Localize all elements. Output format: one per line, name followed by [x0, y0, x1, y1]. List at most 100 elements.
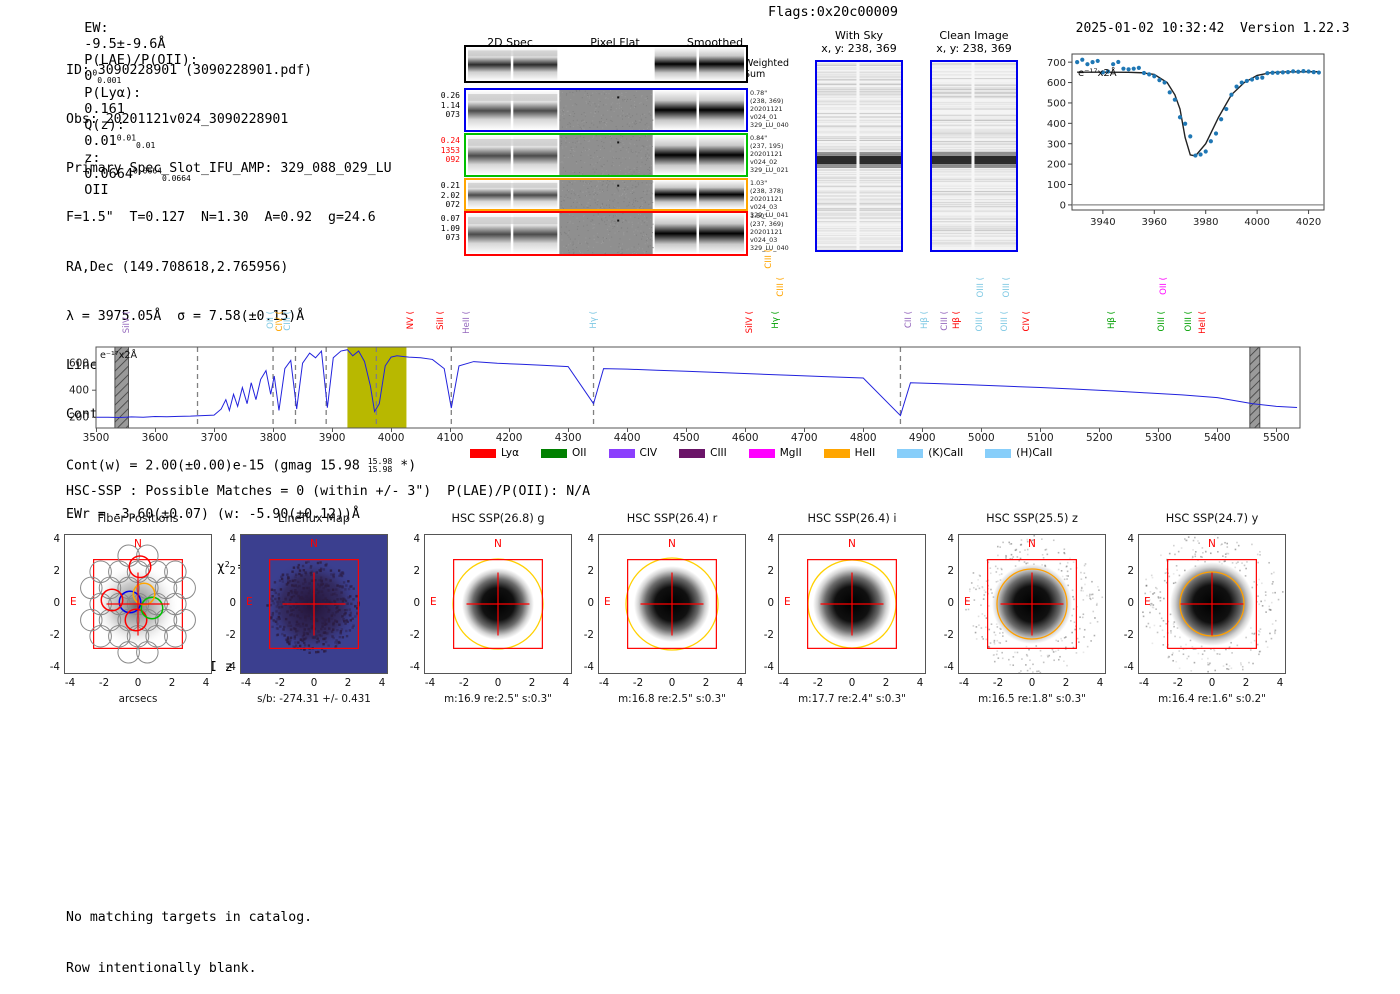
spectrum-xtick: 4700	[782, 432, 826, 444]
legend-swatch	[749, 449, 775, 458]
spec2d-fiber-info-line: 20201121	[750, 195, 810, 203]
cutout-ytick: 0	[1114, 597, 1134, 609]
svg-text:0: 0	[1060, 201, 1066, 212]
sky-cutout-image	[815, 60, 903, 252]
spectrum-line-label: CIV (	[1022, 311, 1032, 332]
cutout-image[interactable]	[424, 534, 572, 674]
cutout-ytick: 0	[934, 597, 954, 609]
svg-text:200: 200	[1047, 160, 1066, 171]
cutout-ytick: 4	[574, 533, 594, 545]
cutout-ytick: 4	[934, 533, 954, 545]
legend-swatch	[470, 449, 496, 458]
cutout-ytick: -4	[934, 661, 954, 673]
spec2d-fiber-info: 0.78"(238, 369)20201121v024_01329_LU_040	[750, 89, 810, 129]
cutout-ytick: 2	[400, 565, 420, 577]
cutout-ytick: -2	[934, 629, 954, 641]
cutout-xtick: 0	[838, 677, 866, 689]
spectrum-xtick-mark	[214, 428, 215, 432]
cutout-xtick: 4	[906, 677, 934, 689]
svg-text:300: 300	[1047, 139, 1066, 150]
svg-text:400: 400	[69, 385, 89, 397]
legend-label: HeII	[855, 447, 876, 459]
legend-label: MgII	[780, 447, 802, 459]
spectrum-line-label: CII (	[904, 311, 914, 328]
spec2d-fiber-info-line: 0.78"	[750, 89, 810, 97]
spec2d-fiber-info-line: (238, 369)	[750, 97, 810, 105]
spec2d-left-value: 1.09	[418, 224, 460, 234]
spectrum-xtick: 5400	[1195, 432, 1239, 444]
cutout-xtick: 2	[872, 677, 900, 689]
footer-line-1: No matching targets in catalog.	[66, 909, 312, 926]
spec2d-left-value: 0.24	[418, 136, 460, 146]
sky-cutout-image	[930, 60, 1018, 252]
spec2d-left-value: 073	[418, 233, 460, 243]
svg-text:4000: 4000	[1244, 217, 1269, 228]
cutout-xtick: -2	[624, 677, 652, 689]
legend-label: CIII	[710, 447, 727, 459]
cutout-xtick: -2	[450, 677, 478, 689]
svg-text:400: 400	[1047, 119, 1066, 130]
spectrum-legend: LyαOIICIVCIIIMgIIHeII(K)CaII(H)CaII	[470, 447, 1074, 459]
cutout-xtick: -2	[804, 677, 832, 689]
cutout-image[interactable]	[598, 534, 746, 674]
info-lambda-sigma: λ = 3975.05Å σ = 7.58(±0.15)Å	[66, 309, 416, 325]
cutout-ytick: 2	[754, 565, 774, 577]
cutout-ytick: -2	[1114, 629, 1134, 641]
east-marker: E	[1144, 596, 1151, 608]
cutout-xtick: 0	[1018, 677, 1046, 689]
east-marker: E	[964, 596, 971, 608]
spectrum-xtick-mark	[391, 428, 392, 432]
cutout-caption: m:16.4 re:1.6" s:0.2"	[1116, 693, 1308, 705]
cutout-ytick: -4	[40, 661, 60, 673]
spectrum-xtick: 4000	[369, 432, 413, 444]
spectrum-xtick: 4500	[664, 432, 708, 444]
spec2d-fiber-info-line: 329_LU_040	[750, 244, 810, 252]
cutout-ytick: -4	[1114, 661, 1134, 673]
cutout-image[interactable]	[240, 534, 388, 674]
spec2d-fiber-info: 1.50"(237, 369)20201121v024_03329_LU_040	[750, 212, 810, 252]
cutout-title: Fiber Positions	[42, 512, 234, 525]
spectrum-xtick: 5200	[1077, 432, 1121, 444]
spectrum-line-label: Hγ (	[771, 311, 781, 329]
cutout-image[interactable]	[64, 534, 212, 674]
legend-swatch	[897, 449, 923, 458]
cutout-xtick: 2	[158, 677, 186, 689]
cutout-xtick: -2	[266, 677, 294, 689]
north-marker: N	[1208, 538, 1216, 550]
sky-panel-title: Clean Image	[930, 29, 1018, 42]
cutout-xtick: 2	[692, 677, 720, 689]
spectrum-line-label: OIII (	[1002, 277, 1012, 297]
spec2d-left-value: 0.21	[418, 181, 460, 191]
spec2d-fiber-info-line: 20201121	[750, 150, 810, 158]
cutout-ytick: 2	[574, 565, 594, 577]
spec2d-fiber-info-line: 329_LU_040	[750, 121, 810, 129]
spec2d-fiber-info-line: (238, 378)	[750, 187, 810, 195]
info-primary-spec: Primary Spec_Slot_IFU_AMP: 329_088_029_L…	[66, 161, 416, 177]
cutout-xtick: 4	[368, 677, 396, 689]
cutout-xtick: 4	[726, 677, 754, 689]
cutout-xtick: 4	[192, 677, 220, 689]
cutout-title: HSC SSP(25.5) z	[936, 512, 1128, 525]
spectrum-xtick: 3900	[310, 432, 354, 444]
spectrum-xtick: 5100	[1018, 432, 1062, 444]
cutout-xtick: 0	[1198, 677, 1226, 689]
spectrum-xtick: 3600	[133, 432, 177, 444]
cutout-title: Lineflux Map	[218, 512, 410, 525]
spectrum-line-label: OIII (	[1157, 311, 1167, 331]
spec2d-left-value: 072	[418, 200, 460, 210]
cutout-xtick: 4	[552, 677, 580, 689]
svg-text:600: 600	[1047, 78, 1066, 89]
cutout-image[interactable]	[958, 534, 1106, 674]
cutout-image[interactable]	[1138, 534, 1286, 674]
cutout-xtick: -2	[90, 677, 118, 689]
spectrum-xtick: 5000	[959, 432, 1003, 444]
timestamp-version: 2025-01-02 10:32:42 Version 1.22.3	[1060, 6, 1350, 36]
cutout-image[interactable]	[778, 534, 926, 674]
cutout-xtick: -4	[950, 677, 978, 689]
cutout-caption: m:16.9 re:2.5" s:0.3"	[402, 693, 594, 705]
svg-text:3980: 3980	[1193, 217, 1218, 228]
spectrum-xtick-mark	[450, 428, 451, 432]
spectrum-line-label: OII (	[1159, 277, 1169, 295]
cutout-ytick: 0	[216, 597, 236, 609]
cutout-caption: m:16.8 re:2.5" s:0.3"	[576, 693, 768, 705]
